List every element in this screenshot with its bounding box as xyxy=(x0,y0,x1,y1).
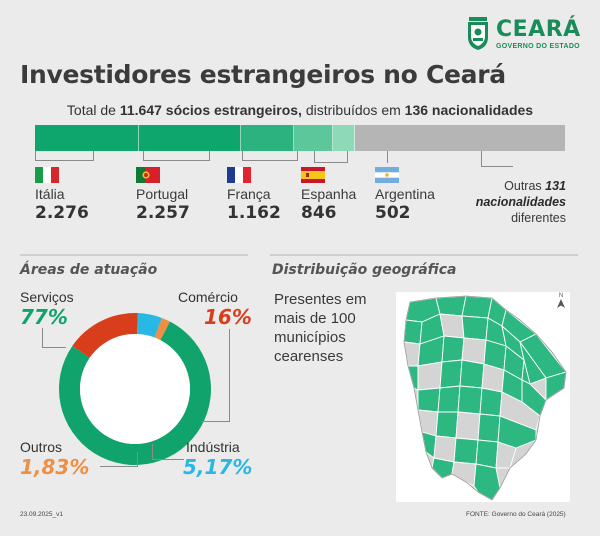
pie-value-industria: 5,17% xyxy=(183,455,253,479)
spain-flag-icon xyxy=(301,167,325,183)
country-value-espanha: 846 xyxy=(301,203,337,223)
country-value-portugal: 2.257 xyxy=(136,203,190,223)
portugal-flag-icon xyxy=(136,167,160,183)
argentina-flag-icon xyxy=(375,167,399,183)
leader-line-portugal xyxy=(143,151,210,161)
bar-segment-argentina xyxy=(332,125,356,151)
pie-value-servicos: 77% xyxy=(20,305,68,329)
leader-line-argentina xyxy=(387,151,388,163)
pie-label-comercio: Comércio xyxy=(178,289,238,305)
leader-outros xyxy=(100,452,138,467)
others-bold: 131 nacionalidades xyxy=(475,179,566,209)
country-value-italia: 2.276 xyxy=(35,203,89,223)
bar-segment-espanha xyxy=(294,125,333,151)
section-title-geo: Distribuição geográfica xyxy=(272,262,457,278)
country-name-espanha: Espanha xyxy=(301,186,357,202)
activity-donut-chart xyxy=(59,313,211,465)
others-prefix: Outras xyxy=(504,179,546,193)
subtitle-prefix: Total de xyxy=(66,102,120,118)
country-name-italia: Itália xyxy=(35,186,65,202)
page-title: Investidores estrangeiros no Ceará xyxy=(20,60,506,89)
ceara-map: N xyxy=(396,292,570,502)
pie-value-comercio: 16% xyxy=(204,305,252,329)
others-suffix: diferentes xyxy=(511,211,566,225)
leader-industria xyxy=(152,444,184,460)
bar-segment-italia xyxy=(35,125,139,151)
country-name-franca: França xyxy=(227,186,271,202)
subtitle-nationalities: 136 nacionalidades xyxy=(404,102,534,118)
leader-line-espanha xyxy=(314,151,348,163)
ceara-logo: CEARÁ GOVERNO DO ESTADO xyxy=(466,15,584,53)
donut-slice-outros xyxy=(154,317,170,341)
pie-label-servicos: Serviços xyxy=(20,289,74,305)
leader-line-outras xyxy=(481,151,513,167)
subtitle-total: 11.647 sócios estrangeiros, xyxy=(119,102,302,118)
italy-flag-icon xyxy=(35,167,59,183)
france-flag-icon xyxy=(227,167,251,183)
pie-value-outros: 1,83% xyxy=(20,455,90,479)
country-value-argentina: 502 xyxy=(375,203,411,223)
north-arrow-icon xyxy=(557,299,565,308)
bar-segment-outras xyxy=(355,125,565,151)
brand-name: CEARÁ xyxy=(496,16,581,42)
leader-line-italia xyxy=(35,151,94,161)
leader-servicos xyxy=(42,328,66,348)
section-title-areas: Áreas de atuação xyxy=(20,262,158,278)
donut-slice-servicos xyxy=(59,321,211,465)
section-divider-areas xyxy=(20,254,248,256)
north-label: N xyxy=(558,293,564,299)
subtitle-middle: distribuídos em xyxy=(301,102,405,118)
geo-description: Presentes em mais de 100 municípios cear… xyxy=(274,291,367,365)
bar-segment-portugal xyxy=(138,125,242,151)
nationality-stacked-bar xyxy=(35,125,565,151)
subtitle: Total de 11.647 sócios estrangeiros, dis… xyxy=(0,102,600,118)
section-divider-geo xyxy=(270,254,578,256)
country-name-portugal: Portugal xyxy=(136,186,189,202)
donut-hole xyxy=(80,334,190,444)
north-arrow: N xyxy=(556,293,566,310)
bar-segment-franca xyxy=(241,125,295,151)
coat-of-arms-icon xyxy=(468,17,488,50)
other-nationalities-label: Outras 131 nacionalidades diferentes xyxy=(456,178,566,226)
brand-subtitle: GOVERNO DO ESTADO xyxy=(496,42,580,50)
donut-slice-industria xyxy=(137,313,162,338)
donut-slice-comercio xyxy=(72,313,138,358)
leader-comercio xyxy=(201,329,230,422)
leader-line-franca xyxy=(242,151,298,161)
ceara-municipalities-map xyxy=(403,295,567,501)
country-value-franca: 1.162 xyxy=(227,203,281,223)
footer-source: FONTE: Governo do Ceará (2025) xyxy=(466,511,566,518)
pie-label-industria: Indústria xyxy=(186,439,240,455)
footer-version: 23.09.2025_v1 xyxy=(20,511,64,518)
country-name-argentina: Argentina xyxy=(375,186,435,202)
pie-label-outros: Outros xyxy=(20,439,63,455)
